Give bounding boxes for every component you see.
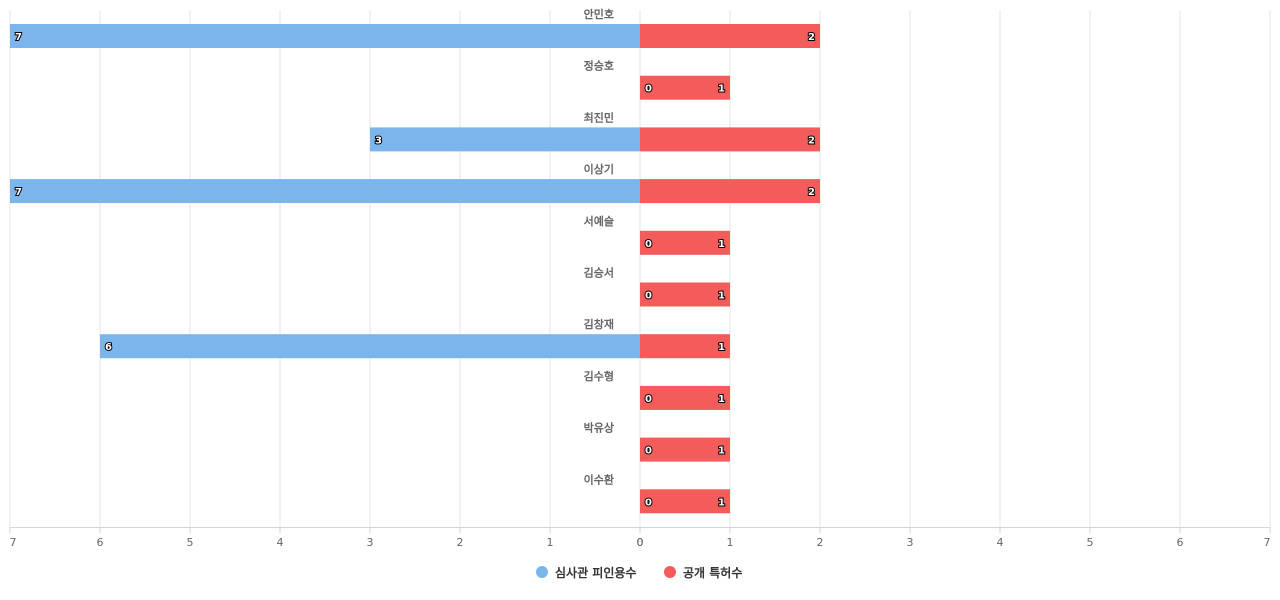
legend-marker	[664, 566, 676, 578]
bar-right[interactable]	[640, 75, 730, 100]
bar-right[interactable]	[640, 282, 730, 307]
legend-label: 심사관 피인용수	[555, 565, 636, 580]
data-label-right: 1	[718, 84, 725, 95]
bar-right[interactable]	[640, 127, 820, 152]
bar-left[interactable]	[10, 24, 640, 48]
x-axis: 7 6 5 4 3 2 1 00 1 2 3 4 5 6 7	[9, 527, 1271, 549]
category-label: 이수환	[584, 472, 614, 486]
category-label: 김수형	[584, 369, 614, 383]
bars	[10, 24, 820, 514]
data-label-right: 1	[718, 394, 725, 405]
legend-label: 공개 특허수	[683, 565, 742, 580]
data-label-left: 0	[645, 84, 652, 95]
data-label-left: 3	[375, 135, 382, 146]
legend: 심사관 피인용수 공개 특허수	[536, 565, 742, 580]
grid-lines	[9, 10, 1271, 527]
right-tick-label: 3	[907, 536, 914, 549]
left-tick-label: 0	[637, 536, 644, 549]
data-label-left: 0	[645, 446, 652, 457]
category-label: 이상기	[584, 162, 614, 176]
data-label-right: 2	[808, 187, 815, 198]
left-tick-label: 2	[457, 536, 464, 549]
data-label-left: 7	[15, 32, 22, 43]
left-tick-label: 5	[187, 536, 194, 549]
data-label-right: 1	[718, 239, 725, 250]
right-tick-label: 2	[817, 536, 824, 549]
right-tick-label: 0	[637, 536, 644, 549]
data-label-left: 6	[105, 342, 112, 353]
left-tick-label: 3	[367, 536, 374, 549]
right-tick-label: 4	[997, 536, 1004, 549]
bar-right[interactable]	[640, 24, 820, 48]
data-label-right: 1	[718, 446, 725, 457]
data-labels: 7 2 0 1 3 2 7 2 0 1 0 1 6 1 0 1 0 1 0 1	[14, 31, 816, 509]
legend-item[interactable]: 심사관 피인용수	[536, 565, 636, 580]
left-tick-label: 4	[277, 536, 284, 549]
right-tick-label: 6	[1177, 536, 1184, 549]
bar-left[interactable]	[100, 334, 640, 359]
data-label-left: 0	[645, 291, 652, 302]
data-label-left: 0	[645, 394, 652, 405]
right-tick-label: 7	[1264, 536, 1271, 549]
bar-left[interactable]	[370, 127, 640, 152]
legend-marker	[536, 566, 548, 578]
bar-right[interactable]	[640, 230, 730, 255]
bar-right[interactable]	[640, 385, 730, 410]
right-tick-label: 1	[727, 536, 734, 549]
category-label: 박유상	[584, 421, 614, 435]
data-label-right: 2	[808, 32, 815, 43]
category-label: 김승서	[584, 266, 614, 280]
left-tick-label: 1	[547, 536, 554, 549]
legend-item[interactable]: 공개 특허수	[664, 565, 742, 580]
data-label-left: 0	[645, 239, 652, 250]
data-label-right: 1	[718, 497, 725, 508]
category-label: 최진민	[584, 110, 614, 124]
category-label: 안민호	[584, 7, 614, 21]
bar-right[interactable]	[640, 437, 730, 462]
bar-left[interactable]	[10, 179, 640, 204]
left-tick-label: 7	[10, 536, 17, 549]
bar-right[interactable]	[640, 179, 820, 204]
data-label-right: 2	[808, 135, 815, 146]
category-label: 김창재	[584, 317, 614, 331]
data-label-right: 1	[718, 291, 725, 302]
category-label: 서예슬	[584, 214, 614, 228]
right-tick-label: 5	[1087, 536, 1094, 549]
left-tick-label: 6	[97, 536, 104, 549]
data-label-left: 0	[645, 497, 652, 508]
bar-right[interactable]	[640, 334, 730, 359]
data-label-left: 7	[15, 187, 22, 198]
data-label-right: 1	[718, 342, 725, 353]
bar-right[interactable]	[640, 489, 730, 514]
category-label: 정승호	[584, 59, 614, 73]
